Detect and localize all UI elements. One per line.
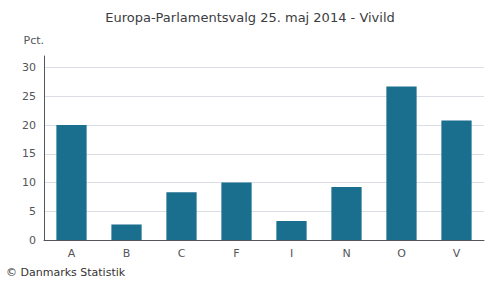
svg-text:O: O — [397, 247, 406, 260]
svg-text:V: V — [453, 247, 461, 260]
svg-text:Europa-Parlamentsvalg 25. maj: Europa-Parlamentsvalg 25. maj 2014 - Viv… — [105, 10, 395, 25]
svg-text:N: N — [342, 247, 350, 260]
svg-text:I: I — [290, 247, 293, 260]
svg-text:A: A — [68, 247, 76, 260]
svg-text:5: 5 — [29, 205, 36, 218]
svg-text:10: 10 — [22, 176, 36, 189]
svg-text:0: 0 — [29, 234, 36, 247]
svg-text:Pct.: Pct. — [24, 34, 45, 47]
svg-text:25: 25 — [22, 90, 36, 103]
svg-text:F: F — [233, 247, 239, 260]
svg-text:20: 20 — [22, 119, 36, 132]
svg-text:C: C — [178, 247, 186, 260]
svg-text:B: B — [123, 247, 131, 260]
svg-text:15: 15 — [22, 147, 36, 160]
svg-text:30: 30 — [22, 61, 36, 74]
svg-text:© Danmarks Statistik: © Danmarks Statistik — [6, 266, 126, 279]
